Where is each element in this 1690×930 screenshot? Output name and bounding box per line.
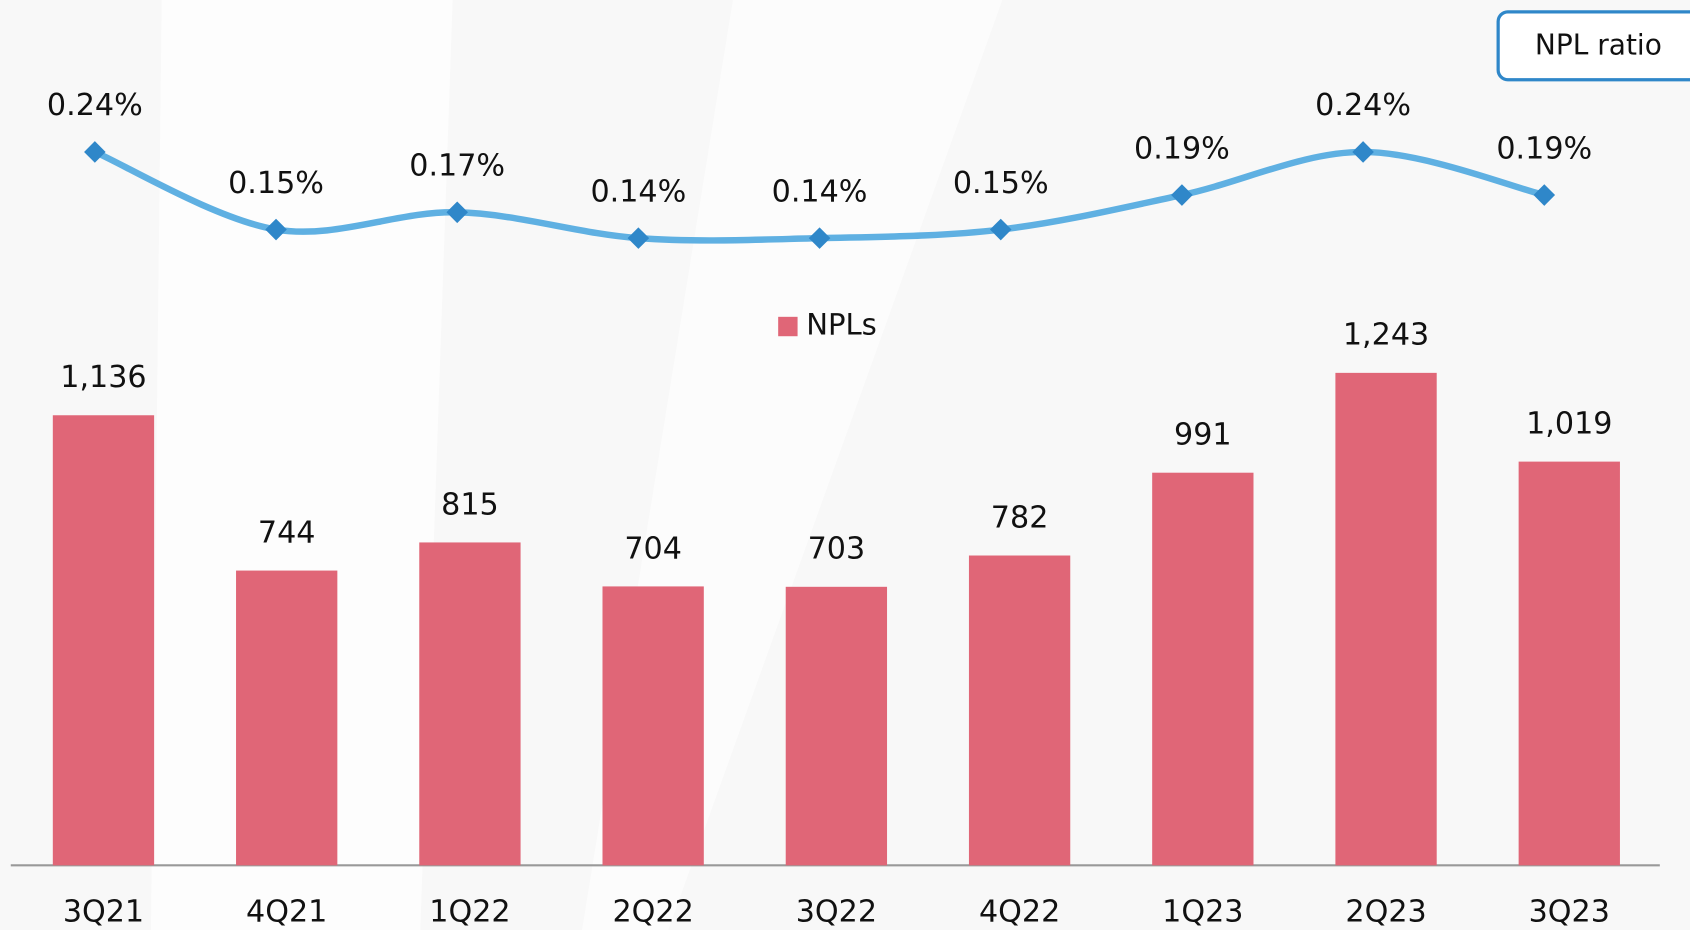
ratio-marker [84,141,106,163]
bg-shape [150,0,453,930]
data-label: 1,136 [60,360,146,395]
legend-box [1496,10,1690,82]
ratio-marker [627,227,650,249]
bar [1518,461,1620,866]
data-label: 991 [1174,418,1232,453]
data-label: 0.17% [409,149,505,184]
data-label: 0.24% [1315,88,1411,123]
data-label: 0.14% [590,174,686,209]
x-tick-label: 3Q22 [796,894,877,929]
legend-label: NPLs [806,308,877,342]
x-tick-label: 3Q21 [63,894,144,929]
bar [968,555,1071,866]
x-tick-label: 4Q22 [979,894,1060,929]
data-label: 744 [258,515,316,550]
x-tick-label: 2Q23 [1345,894,1426,929]
data-label: 782 [991,500,1049,535]
ratio-marker [446,201,468,224]
x-tick-label: 1Q23 [1162,894,1243,929]
legend-swatch [778,316,798,337]
data-label: 1,019 [1526,406,1612,441]
bar [52,415,155,866]
ratio-marker [989,218,1012,241]
data-label: 0.19% [1134,131,1230,166]
bar [236,570,338,866]
data-label: 815 [441,487,499,522]
data-label: 0.24% [47,88,143,123]
bar [1152,472,1254,866]
ratio-marker [1533,184,1556,206]
ratio-marker [1171,184,1193,206]
x-tick-label: 4Q21 [246,894,327,929]
data-label: 0.19% [1496,131,1592,166]
x-tick-label: 3Q23 [1529,894,1610,929]
bar [1335,372,1437,866]
ratio-marker [265,218,287,241]
bar [602,586,704,866]
data-label: 0.15% [953,166,1049,201]
x-tick-label: 2Q22 [612,894,693,929]
ratio-marker [808,227,831,249]
bar [785,586,888,866]
data-label: 703 [808,532,866,567]
bar [419,542,521,866]
data-label: 0.15% [228,166,324,201]
x-tick-label: 1Q22 [429,894,510,929]
data-label: 1,243 [1343,318,1429,353]
legend-label: NPL ratio [1535,28,1662,61]
ratio-marker [1352,141,1374,163]
data-label: 704 [624,531,682,566]
data-label: 0.14% [772,174,868,209]
